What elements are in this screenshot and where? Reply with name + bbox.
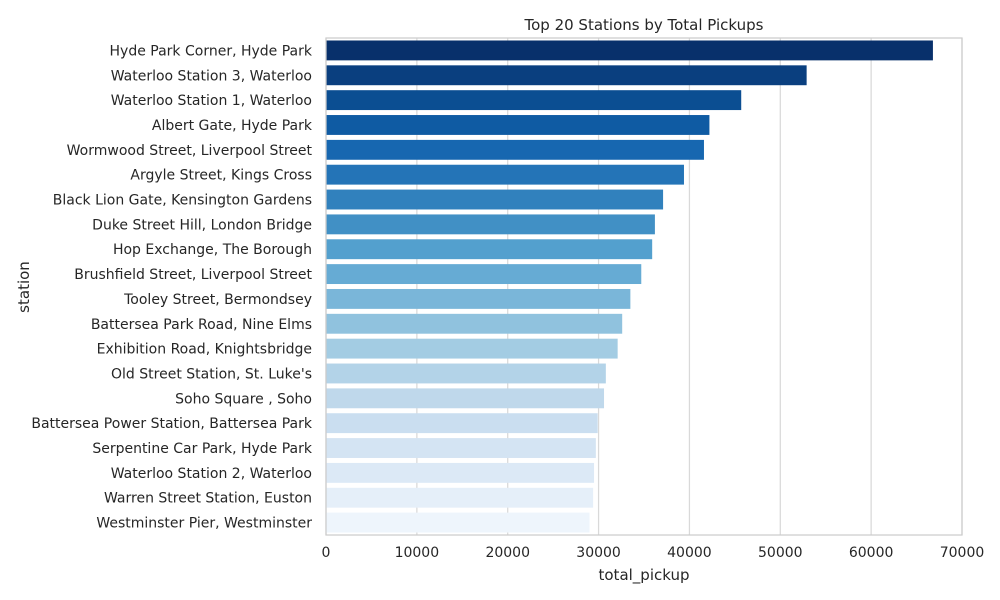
- bar: [326, 214, 655, 235]
- bar: [326, 462, 595, 483]
- y-tick-label: Waterloo Station 3, Waterloo: [111, 68, 312, 84]
- bar: [326, 288, 631, 309]
- bar: [326, 239, 653, 260]
- x-tick-label: 30000: [576, 545, 621, 561]
- y-tick-label: Argyle Street, Kings Cross: [130, 168, 312, 184]
- bar: [326, 338, 618, 359]
- x-tick-labels: 0 10000 20000 30000 40000 50000 60000 70000: [322, 545, 985, 561]
- y-tick-label: Tooley Street, Bermondsey: [123, 292, 312, 308]
- bar: [326, 487, 594, 508]
- bar: [326, 438, 596, 458]
- bar: [326, 313, 623, 334]
- y-tick-label: Hop Exchange, The Borough: [113, 242, 312, 258]
- bar: [326, 164, 684, 185]
- gridlines: [325, 38, 963, 535]
- bar: [326, 512, 590, 533]
- y-tick-label: Albert Gate, Hyde Park: [152, 118, 313, 134]
- bar: [326, 115, 710, 135]
- bar: [326, 40, 933, 61]
- bars: [326, 40, 933, 533]
- chart-title: Top 20 Stations by Total Pickups: [523, 16, 763, 34]
- y-tick-label: Waterloo Station 1, Waterloo: [111, 93, 312, 109]
- bar: [326, 189, 664, 210]
- bar: [326, 139, 704, 160]
- y-tick-label: Old Street Station, St. Luke's: [111, 366, 312, 382]
- y-tick-label: Battersea Park Road, Nine Elms: [91, 317, 312, 333]
- x-tick-label: 50000: [758, 545, 803, 561]
- y-tick-label: Exhibition Road, Knightsbridge: [97, 342, 312, 358]
- plot-frame: [325, 37, 963, 536]
- x-tick-label: 70000: [940, 545, 985, 561]
- x-tick-label: 60000: [849, 545, 894, 561]
- y-tick-label: Wormwood Street, Liverpool Street: [67, 143, 313, 159]
- bar: [326, 363, 606, 384]
- y-tick-label: Soho Square , Soho: [175, 391, 312, 407]
- x-axis-title: total_pickup: [599, 566, 690, 585]
- y-tick-label: Waterloo Station 2, Waterloo: [111, 466, 312, 482]
- bar: [326, 413, 598, 434]
- y-tick-label: Black Lion Gate, Kensington Gardens: [53, 193, 312, 209]
- y-tick-label: Battersea Power Station, Battersea Park: [31, 416, 313, 432]
- y-tick-label: Serpentine Car Park, Hyde Park: [92, 441, 313, 457]
- y-tick-labels: Hyde Park Corner, Hyde Park Waterloo Stat…: [31, 43, 313, 531]
- bar: [326, 388, 605, 409]
- y-tick-label: Hyde Park Corner, Hyde Park: [110, 43, 313, 59]
- x-tick-label: 10000: [395, 545, 440, 561]
- y-tick-label: Brushfield Street, Liverpool Street: [74, 267, 312, 283]
- x-tick-label: 20000: [485, 545, 530, 561]
- bar: [326, 264, 642, 285]
- y-axis-title: station: [15, 261, 33, 313]
- bar: [326, 90, 742, 111]
- y-tick-label: Westminster Pier, Westminster: [96, 516, 312, 532]
- y-tick-label: Duke Street Hill, London Bridge: [92, 217, 312, 233]
- x-tick-label: 40000: [667, 545, 712, 561]
- bar: [326, 65, 807, 86]
- y-tick-label: Warren Street Station, Euston: [104, 491, 312, 507]
- x-tick-label: 0: [322, 545, 331, 561]
